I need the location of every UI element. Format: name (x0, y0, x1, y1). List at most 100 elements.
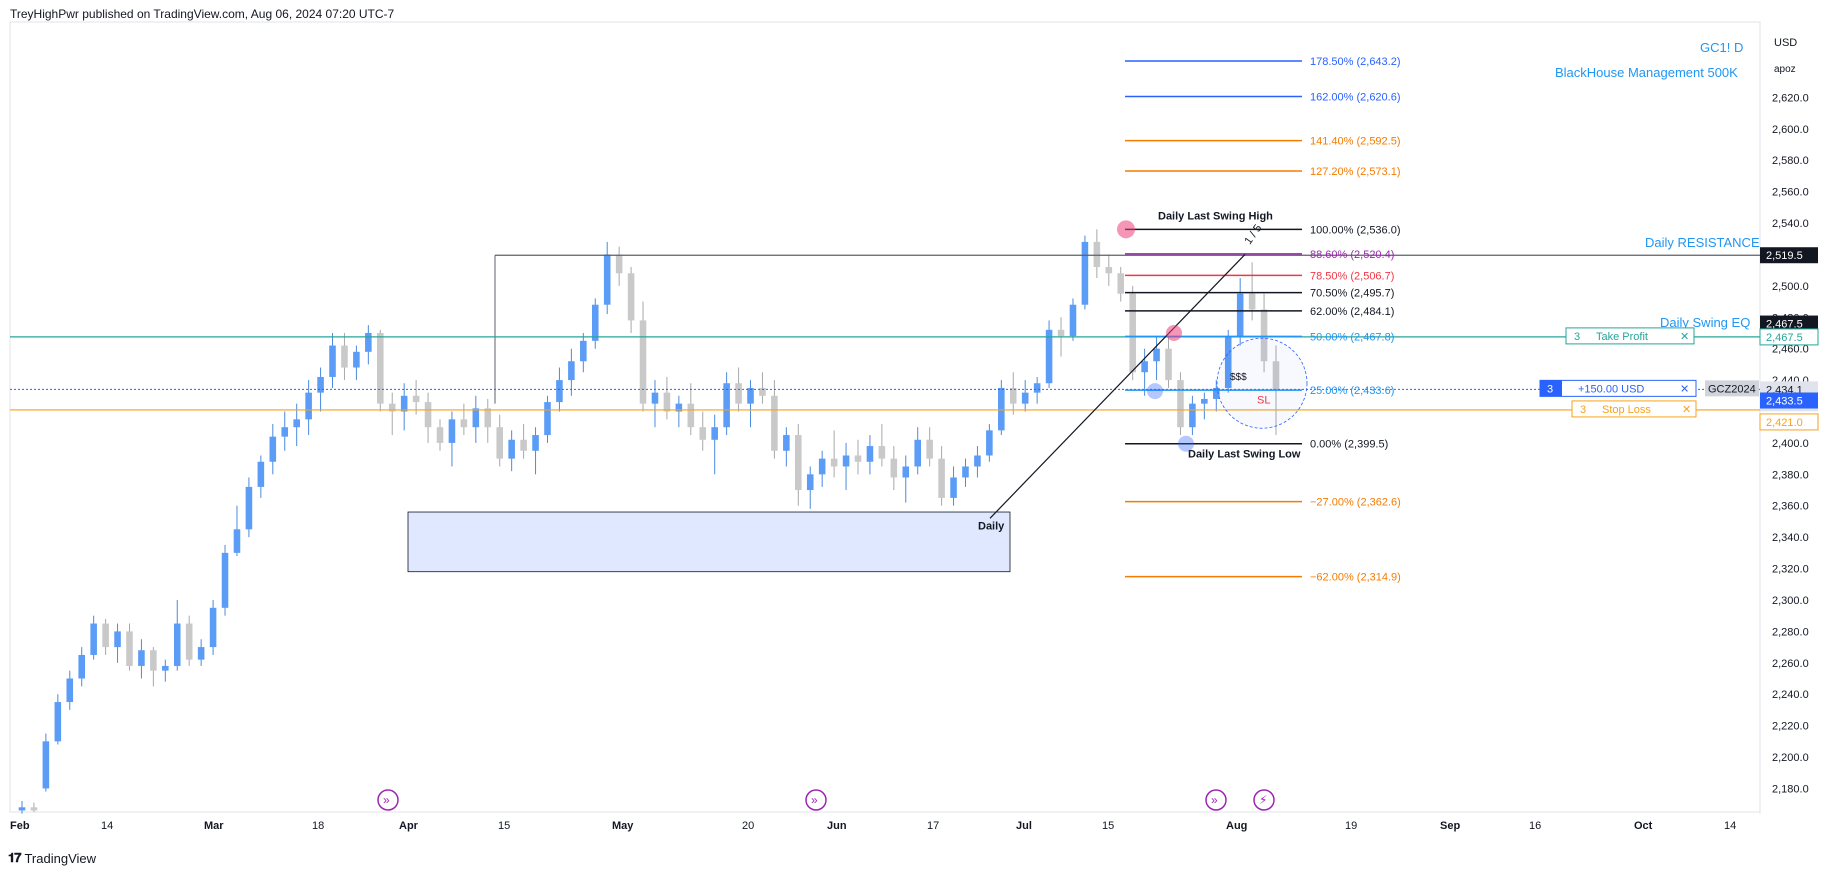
fib-level-label: 78.50% (2,506.7) (1310, 270, 1394, 282)
y-tick-label: 2,260.0 (1772, 658, 1809, 670)
resistance-price-badge: 2,519.5 (1766, 250, 1803, 262)
stop-loss-panel-close: ✕ (1682, 404, 1691, 416)
candle-body (580, 340, 587, 362)
candle-body (591, 304, 599, 341)
candle-body (556, 380, 563, 403)
event-icon-glyph: » (1211, 793, 1218, 807)
currency-label: USD (1774, 37, 1797, 49)
y-tick-label: 2,560.0 (1772, 187, 1809, 199)
candle-body (1105, 267, 1113, 274)
candle-body (1189, 403, 1196, 428)
y-tick-label: 2,340.0 (1772, 532, 1809, 544)
y-tick-label: 2,280.0 (1772, 626, 1809, 638)
candle-body (329, 345, 336, 377)
candle-body (998, 387, 1005, 431)
candle-body (663, 392, 671, 412)
candle-body (353, 351, 360, 368)
candle-body (484, 408, 492, 428)
candle-body (245, 486, 253, 530)
candle-body (30, 807, 38, 811)
candle-body (675, 403, 683, 412)
candle-body (1021, 392, 1029, 404)
y-tick-label: 2,400.0 (1772, 438, 1809, 450)
candle-body (962, 466, 969, 478)
candle-body (66, 678, 74, 703)
candle-body (1260, 309, 1268, 362)
lightning-event-icon (1253, 789, 1275, 811)
x-tick-label: 20 (742, 820, 754, 832)
candle-body (460, 419, 468, 428)
candle-body (197, 647, 205, 660)
candle-body (18, 807, 26, 811)
extra-price-badge: 2,433.5 (1766, 396, 1803, 408)
tradingview-logo-icon: 𝟏𝟕 (8, 850, 22, 865)
fib-level-label: 70.50% (2,495.7) (1310, 288, 1394, 300)
candle-body (233, 529, 241, 553)
candle-body (173, 623, 181, 666)
candle-body (1213, 387, 1220, 399)
candle-body (341, 345, 348, 368)
candle-body (185, 623, 193, 660)
candle-body (986, 430, 993, 456)
candle-body (1248, 293, 1256, 310)
event-icon-glyph: » (383, 793, 390, 807)
candle-body (150, 650, 157, 671)
y-tick-label: 2,360.0 (1772, 501, 1809, 513)
candle-body (472, 408, 480, 428)
candle-body (114, 631, 121, 648)
trend-line (989, 254, 1246, 519)
candle-body (436, 427, 444, 443)
candle-body (1069, 304, 1077, 337)
candle-body (974, 455, 981, 467)
y-tick-label: 2,320.0 (1772, 564, 1809, 576)
position-close: ✕ (1680, 383, 1689, 395)
position-pnl: +150.00 USD (1578, 383, 1644, 395)
candle-body (818, 458, 826, 475)
fib-level-label: 162.00% (2,620.6) (1310, 91, 1401, 103)
y-tick-label: 2,220.0 (1772, 721, 1809, 733)
symbol-label: GC1! D (1700, 40, 1743, 55)
candle-body (1224, 336, 1232, 388)
x-tick-label: 16 (1529, 820, 1541, 832)
price-chart[interactable]: 2,620.0 2,600.0 2,580.0 2,560.0 2,540.0 2,500… (0, 0, 1833, 840)
candle-body (293, 419, 300, 428)
candle-body (842, 455, 850, 467)
candle-body (1045, 329, 1053, 384)
x-tick-label: Mar (204, 820, 224, 832)
y-tick-label: 2,200.0 (1772, 752, 1809, 764)
y-tick-label: 2,540.0 (1772, 218, 1809, 230)
eq-price-badge: 2,467.5 (1766, 332, 1803, 344)
zone-label: Daily (978, 520, 1005, 532)
fib-level-label: 88.60% (2,520.4) (1310, 249, 1394, 261)
candle-body (795, 435, 802, 491)
candle-body (1009, 387, 1017, 404)
candle-body (448, 419, 456, 443)
candle-body (830, 458, 838, 467)
candle-body (1153, 348, 1160, 362)
stop-loss-panel-box (1571, 400, 1697, 418)
stop-loss-panel-qty: 3 (1580, 404, 1586, 416)
candle-body (735, 383, 742, 404)
eq-price-badge-dark-bg (1760, 315, 1818, 332)
x-tick-label: 15 (498, 820, 510, 832)
candle-body (1081, 241, 1089, 305)
resistance-label: Daily RESISTANCE (1645, 235, 1760, 250)
target-circle (1216, 337, 1308, 429)
x-tick-label: 18 (312, 820, 324, 832)
dividend-event-icon (805, 789, 827, 811)
candle-body (317, 376, 324, 393)
candle-body (520, 439, 527, 451)
candle-body (365, 332, 372, 352)
candle-body (1141, 361, 1148, 373)
candle-body (1033, 383, 1041, 393)
candle-body (627, 273, 635, 321)
x-tick-label: 14 (1724, 820, 1736, 832)
take-profit-panel-close: ✕ (1680, 331, 1689, 343)
x-tick-label: Jun (827, 820, 847, 832)
y-tick-label: 2,600.0 (1772, 124, 1809, 136)
candle-body (914, 439, 921, 467)
candle-body (1236, 293, 1244, 337)
candle-body (902, 466, 910, 478)
candle-body (938, 458, 945, 498)
candle-body (878, 446, 886, 459)
